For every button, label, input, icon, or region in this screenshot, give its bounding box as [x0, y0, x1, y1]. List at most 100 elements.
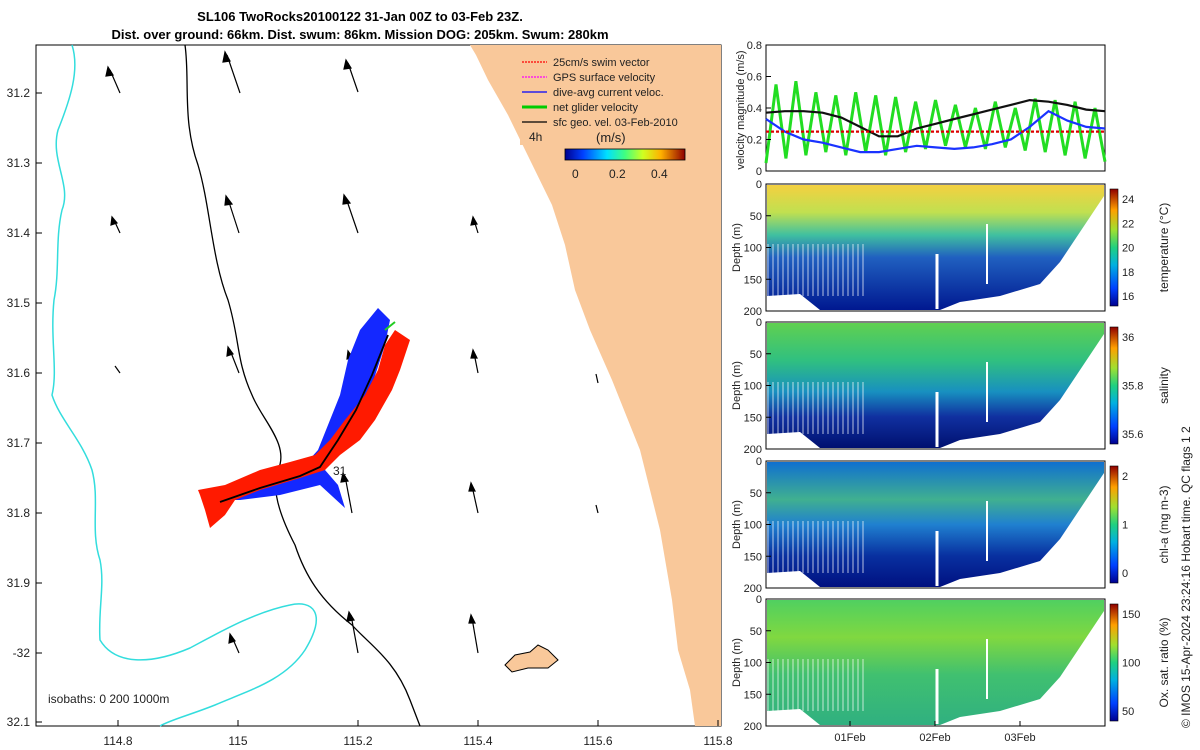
lat-tick-label: 31.8 [7, 506, 31, 520]
heatmap-panel: 0 50 100 150 200 Depth (m) 2 1 0 chl-a (mg m-3) [731, 456, 1171, 595]
heatmap-field [767, 323, 1104, 448]
y-axis-label: Depth (m) [731, 500, 743, 549]
colorbar-tick-label: 50 [1122, 706, 1134, 718]
y-tick-label: 100 [744, 658, 762, 670]
lat-tick-label: 31.2 [7, 86, 31, 100]
chart-title-line2: Dist. over ground: 66km. Dist. swum: 86k… [111, 27, 609, 42]
y-axis-label: Depth (m) [731, 638, 743, 687]
lon-tick-label: 115.4 [463, 734, 492, 748]
lat-tick-label: 31.6 [7, 366, 31, 380]
y-tick-label: 100 [744, 243, 762, 255]
y-tick-label: 150 [744, 689, 762, 701]
legend-label: GPS surface velocity [553, 72, 656, 84]
geostrophic-arrows [105, 50, 599, 654]
lat-tick-label: -32 [13, 646, 31, 660]
x-tick-label: 02Feb [919, 732, 950, 744]
lon-ticks: 114.8 115 115.2 115.4 115.6 115.8 [103, 720, 733, 748]
x-tick-label: 01Feb [834, 732, 865, 744]
colorbar-tick-label: 16 [1122, 291, 1134, 303]
y-tick-label: 200 [744, 721, 762, 733]
colorbar-tick-label: 1 [1122, 520, 1128, 532]
lat-tick-label: 31.9 [7, 576, 31, 590]
y-tick-label: 0.4 [747, 103, 762, 115]
y-tick-label: 200 [744, 444, 762, 456]
day-label: 31 [333, 464, 347, 478]
track-line [219, 334, 389, 503]
colorbar-tick-label: 20 [1122, 243, 1134, 255]
y-tick-label: 200 [744, 583, 762, 595]
net-velocity-marker [384, 321, 396, 331]
colorbar-label: temperature (°C) [1157, 203, 1171, 293]
y-tick-label: 50 [750, 349, 762, 361]
colorbar-tick-label: 35.8 [1122, 381, 1143, 393]
y-tick-label: 0.2 [747, 135, 762, 147]
x-tick-label: 03Feb [1004, 732, 1035, 744]
y-tick-label: 0 [756, 594, 762, 606]
y-tick-label: 50 [750, 626, 762, 638]
isobath-1000m [51, 44, 317, 727]
colorbar-tick-0: 0 [572, 167, 579, 181]
side-note: © IMOS 15-Apr-2024 23:24:16 Hobart time.… [1179, 426, 1193, 728]
swim-vectors-red [198, 330, 410, 528]
lat-tick-label: 31.3 [7, 156, 31, 170]
legend-label: 25cm/s swim vector [553, 57, 650, 69]
y-tick-label: 0 [756, 456, 762, 468]
land-area [470, 45, 721, 726]
colorbar [1109, 603, 1119, 722]
colorbar-tick-label: 100 [1122, 658, 1140, 670]
heatmap-field [767, 185, 1104, 310]
y-tick-label: 0.8 [747, 40, 762, 52]
legend-label: sfc geo. vel. 03-Feb-2010 [553, 117, 678, 129]
colorbar-tick-label: 150 [1122, 609, 1140, 621]
map-panel: 31 isobaths: 0 200 1000m 31.2 31.3 31.4 31.… [7, 44, 733, 748]
series-line [765, 98, 1106, 138]
y-tick-label: 150 [744, 274, 762, 286]
legend-unit: (m/s) [596, 130, 626, 145]
colorbar [1109, 188, 1119, 307]
lat-tick-label: 32.1 [7, 715, 31, 729]
island [504, 644, 559, 673]
colorbar-tick-label: 18 [1122, 267, 1134, 279]
heatmap-panel: 0 50 100 150 200 Depth (m) 24 22 20 18 16 temperatu… [731, 179, 1171, 318]
colorbar-tick-label: 2 [1122, 471, 1128, 483]
y-axis-label: Depth (m) [731, 361, 743, 410]
y-tick-label: 0 [756, 317, 762, 329]
colorbar-tick-label: 35.6 [1122, 429, 1143, 441]
lon-tick-label: 115.8 [703, 734, 732, 748]
isobaths-label: isobaths: 0 200 1000m [48, 692, 169, 706]
series-line [765, 109, 1106, 154]
y-axis-label: velocity magnitude (m/s) [735, 50, 747, 169]
legend: 25cm/s swim vector GPS surface velocity di… [520, 55, 710, 181]
y-tick-label: 0 [756, 166, 762, 178]
colorbar-tick-label: 0 [1122, 568, 1128, 580]
colorbar-tick-2: 0.4 [651, 167, 668, 181]
y-tick-label: 150 [744, 551, 762, 563]
y-axis-label: Depth (m) [731, 223, 743, 272]
colorbar-label: chl-a (mg m-3) [1157, 485, 1171, 563]
colorbar-tick-label: 24 [1122, 194, 1134, 206]
heatmap-panel: 0 50 100 150 200 Depth (m) 36 35.8 35.6 salinity [731, 317, 1171, 456]
y-tick-label: 50 [750, 488, 762, 500]
colorbar-label: Ox. sat. ratio (%) [1157, 617, 1171, 707]
lat-tick-label: 31.4 [7, 226, 31, 240]
y-tick-label: 150 [744, 412, 762, 424]
colorbar-tick-1: 0.2 [609, 167, 626, 181]
lon-tick-label: 115.6 [583, 734, 612, 748]
y-tick-label: 100 [744, 520, 762, 532]
legend-label: net glider velocity [553, 102, 638, 114]
lon-tick-label: 114.8 [103, 734, 132, 748]
lat-ticks: 31.2 31.3 31.4 31.5 31.6 31.7 31.8 31.9 -32 32.1 [7, 86, 42, 729]
y-tick-label: 0.6 [747, 72, 762, 84]
colorbar-label: salinity [1157, 367, 1171, 404]
lon-tick-label: 115 [228, 734, 247, 748]
colorbar-tick-label: 36 [1122, 332, 1134, 344]
legend-label: dive-avg current veloc. [553, 87, 664, 99]
legend-hours: 4h [529, 130, 542, 144]
lon-tick-label: 115.2 [343, 734, 372, 748]
heatmap-field [767, 600, 1104, 725]
y-tick-label: 100 [744, 381, 762, 393]
lat-tick-label: 31.5 [7, 296, 31, 310]
